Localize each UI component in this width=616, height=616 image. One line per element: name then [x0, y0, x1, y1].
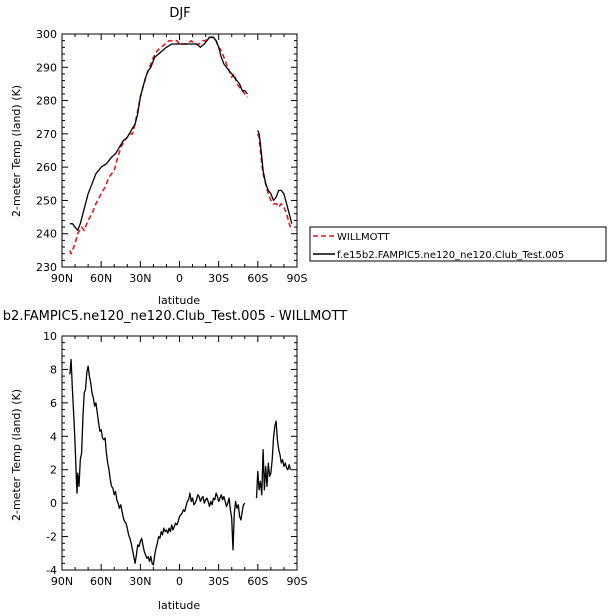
legend: WILLMOTT f.e15b2.FAMPIC5.ne120_ne120.Clu…	[309, 226, 607, 262]
top-x-tick-label: 90S	[287, 272, 308, 285]
bottom-x-tick-label: 30N	[129, 575, 151, 588]
panel-bottom: b2.FAMPIC5.ne120_ne120.Club_Test.005 - W…	[3, 309, 347, 612]
top-series-0-segment-1	[257, 133, 293, 231]
bottom-x-tick-label: 60N	[90, 575, 112, 588]
bottom-x-tick-label: 90N	[51, 575, 73, 588]
top-y-tick-label: 270	[36, 128, 57, 141]
bottom-chart-title: b2.FAMPIC5.ne120_ne120.Club_Test.005 - W…	[3, 309, 347, 324]
top-x-tick-label: 30N	[129, 272, 151, 285]
top-x-tick-label: 30S	[208, 272, 229, 285]
bottom-x-tick-label: 30S	[208, 575, 229, 588]
top-x-tick-label: 0	[176, 272, 183, 285]
top-plot-area: 90N 60N 30N 0 30S 60S 90S 230 240 250 260 270 280 290…	[36, 28, 308, 285]
bottom-y-tick-label: 10	[43, 330, 57, 343]
top-y-tick-label: 240	[36, 228, 57, 241]
top-y-tick-label: 290	[36, 61, 57, 74]
bottom-series-0-segment-1	[255, 420, 292, 499]
bottom-y-tick-label: 8	[50, 363, 57, 376]
bottom-frame	[61, 335, 298, 571]
bottom-x-axis-label: latitude	[158, 599, 200, 612]
top-series-1-segment-1	[257, 130, 293, 224]
bottom-series-0-segment-0	[69, 358, 246, 566]
bottom-y-axis-label: 2-meter Temp (land) (K)	[10, 389, 23, 521]
bottom-y-tick-label: 6	[50, 397, 57, 410]
legend-label-willmott: WILLMOTT	[337, 232, 390, 243]
legend-box	[309, 226, 607, 262]
top-y-axis-label: 2-meter Temp (land) (K)	[10, 85, 23, 217]
top-y-tick-label: 230	[36, 261, 57, 274]
legend-label-model: f.e15b2.FAMPIC5.ne120_ne120.Club_Test.00…	[337, 250, 564, 261]
top-y-tick-label: 250	[36, 194, 57, 207]
bottom-x-tick-label: 90S	[287, 575, 308, 588]
bottom-y-tick-label: 4	[50, 430, 57, 443]
bottom-x-tick-label: 0	[176, 575, 183, 588]
top-x-axis-label: latitude	[158, 294, 200, 307]
top-y-tick-label: 260	[36, 161, 57, 174]
top-y-tick-label: 280	[36, 95, 57, 108]
bottom-y-tick-label: -2	[46, 531, 57, 544]
top-x-tick-label: 60N	[90, 272, 112, 285]
top-chart-title: DJF	[169, 6, 190, 21]
bottom-x-tick-label: 60S	[247, 575, 268, 588]
panel-top: DJF 90N 60N 30N 0 30S 60S 90S 230 240 250 260 270 28…	[10, 6, 308, 307]
top-series-0-segment-0	[69, 36, 249, 255]
top-y-tick-label: 300	[36, 28, 57, 41]
bottom-plot-area: 90N 60N 30N 0 30S 60S 90S -4 -2 0 2 4 6 8 10	[43, 330, 308, 588]
bottom-y-tick-label: 2	[50, 464, 57, 477]
bottom-y-tick-label: -4	[46, 564, 57, 577]
top-series-1-segment-0	[69, 36, 248, 232]
bottom-y-tick-label: 0	[50, 497, 57, 510]
top-x-tick-label: 90N	[51, 272, 73, 285]
top-x-tick-label: 60S	[247, 272, 268, 285]
